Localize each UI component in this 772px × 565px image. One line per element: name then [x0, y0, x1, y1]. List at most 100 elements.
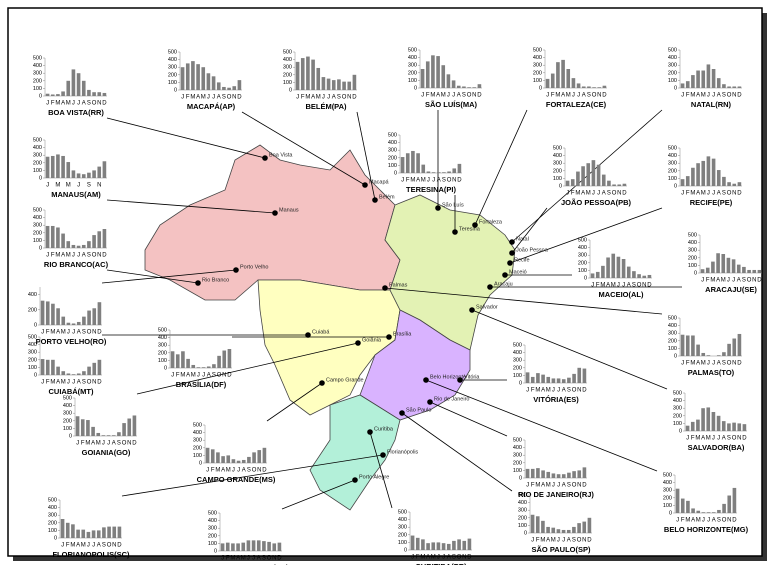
x-tick-label: A [257, 556, 261, 562]
bar [295, 61, 300, 90]
bar [87, 89, 91, 96]
bar [546, 376, 551, 383]
bar [570, 179, 575, 186]
bar [612, 184, 616, 186]
bar [732, 86, 737, 88]
bar [117, 432, 121, 436]
bar [411, 150, 415, 173]
x-tick-label: S [722, 361, 726, 367]
x-tick-label: A [447, 555, 451, 561]
chart-title: NATAL(RN) [691, 100, 732, 109]
x-tick-label: J [712, 191, 715, 197]
bar [56, 366, 60, 375]
x-tick-label: J [531, 538, 534, 544]
x-tick-label: O [572, 388, 577, 394]
bar [595, 271, 600, 278]
y-tick-label: 300 [408, 63, 417, 69]
y-tick-label: 200 [688, 255, 697, 261]
bar [87, 241, 91, 248]
bar [680, 179, 685, 186]
x-tick-label: A [717, 191, 721, 197]
y-tick-label: 0 [39, 93, 42, 99]
bar [71, 170, 76, 178]
y-tick-label: 400 [668, 55, 677, 61]
bar [277, 542, 282, 551]
city-label: Cuiabá [312, 329, 330, 335]
x-tick-label: A [712, 518, 716, 524]
y-tick-label: 300 [388, 148, 397, 154]
x-tick-label: J [212, 95, 215, 101]
bar [92, 235, 96, 248]
x-tick-label: O [592, 93, 597, 99]
x-tick-label: A [627, 283, 631, 289]
bar [102, 161, 107, 178]
x-tick-label: J [707, 93, 710, 99]
x-tick-label: F [551, 93, 555, 99]
x-tick-label: J [72, 101, 75, 107]
x-tick-label: N [737, 436, 741, 442]
x-tick-label: M [706, 436, 711, 442]
bar [721, 421, 726, 431]
y-tick-label: 0 [519, 380, 522, 386]
x-tick-label: A [82, 253, 86, 259]
bar [587, 86, 591, 88]
bar [705, 267, 710, 273]
y-tick-label: 200 [33, 160, 42, 166]
bar [201, 367, 206, 368]
x-tick-label: F [51, 101, 55, 107]
y-tick-label: 200 [513, 365, 522, 371]
city-dot [423, 377, 429, 383]
y-tick-label: 200 [398, 532, 407, 538]
bar [691, 508, 695, 513]
x-tick-label: F [531, 483, 535, 489]
bar [722, 176, 726, 186]
city-dot [362, 182, 368, 188]
bar [717, 509, 721, 513]
y-tick-label: 400 [668, 323, 677, 329]
bar [691, 167, 695, 186]
bar [727, 86, 731, 88]
y-tick-label: 200 [533, 70, 542, 76]
y-tick-label: 0 [674, 353, 677, 359]
x-tick-label: D [457, 178, 462, 184]
x-tick-label: J [171, 373, 174, 379]
city-label: Manaus [279, 207, 299, 213]
bar [722, 84, 726, 88]
x-tick-label: O [577, 538, 582, 544]
chart-title: BELO HORIZONTE(MG) [664, 525, 749, 534]
x-tick-label: F [66, 543, 70, 549]
x-tick-label: J [622, 283, 625, 289]
x-tick-label: M [430, 93, 435, 99]
city-dot [399, 410, 405, 416]
x-tick-label: J [247, 556, 250, 562]
x-tick-label: J [562, 538, 565, 544]
y-tick-label: 300 [158, 343, 167, 349]
bar [205, 447, 210, 463]
bar [685, 335, 690, 356]
x-tick-label: M [61, 380, 66, 386]
bar [551, 473, 556, 478]
bar [572, 373, 576, 383]
x-tick-label: M [710, 278, 715, 284]
bar [65, 522, 70, 538]
bar [711, 261, 715, 273]
bar [421, 164, 426, 173]
bar [566, 69, 571, 88]
bar [727, 495, 732, 513]
x-tick-label: J [421, 93, 424, 99]
y-tick-label: 400 [28, 342, 37, 348]
bar [206, 73, 211, 90]
x-tick-label: M [690, 361, 695, 367]
x-tick-label: F [531, 388, 535, 394]
leader-line [384, 287, 663, 315]
y-tick-label: 400 [48, 505, 57, 511]
bar [76, 245, 81, 248]
bar [217, 355, 221, 368]
chart-title: FLORIANOPOLIS(SC) [52, 550, 130, 559]
x-tick-label: F [81, 441, 85, 447]
x-tick-label: M [85, 441, 90, 447]
bar [582, 467, 587, 478]
